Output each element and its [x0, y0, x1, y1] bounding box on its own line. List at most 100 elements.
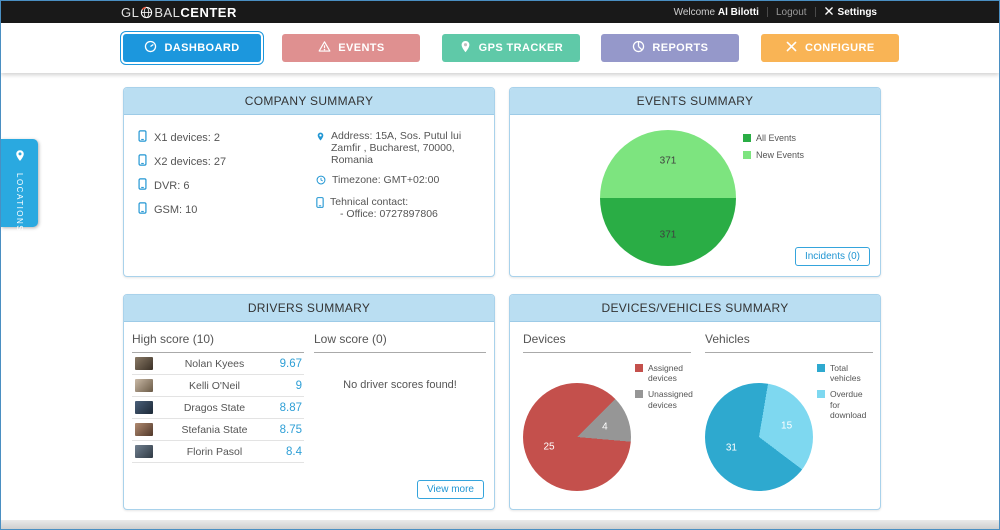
- view-more-button[interactable]: View more: [416, 480, 484, 499]
- globe-icon: [140, 6, 153, 19]
- high-score-header: High score (10): [132, 332, 304, 353]
- drivers-summary-panel: DRIVERS SUMMARY High score (10) Nolan Ky…: [123, 294, 495, 510]
- events-pie-chart: 371 371: [600, 130, 736, 266]
- pie-slice-value: 15: [781, 420, 793, 432]
- dashboard-grid: COMPANY SUMMARY X1 devices: 2 X2 devices…: [123, 87, 881, 510]
- incidents-button[interactable]: Incidents (0): [794, 247, 870, 266]
- company-contact: Tehnical contact: - Office: 0727897806: [316, 196, 486, 220]
- driver-row: Dragos State 8.87: [132, 397, 304, 419]
- reports-icon: [632, 40, 645, 56]
- divider: [766, 7, 768, 17]
- legend-item: Assigned devices: [635, 363, 691, 383]
- vehicles-header: Vehicles: [705, 332, 873, 353]
- tab-label: CONFIGURE: [805, 42, 875, 54]
- tab-gps-tracker[interactable]: GPS TRACKER: [441, 34, 580, 62]
- legend-swatch: [635, 390, 643, 399]
- no-scores-message: No driver scores found!: [343, 379, 457, 391]
- pie-slice-value: 4: [602, 421, 608, 433]
- device-icon: [138, 154, 147, 169]
- pie-slice-value: 371: [659, 229, 677, 241]
- vehicles-column: Vehicles 31 15 Total vehicles: [705, 332, 873, 491]
- driver-avatar: [135, 357, 153, 370]
- legend-swatch: [635, 364, 643, 372]
- driver-score: 8.75: [279, 423, 302, 436]
- driver-row: Stefania State 8.75: [132, 419, 304, 441]
- dashboard-icon: [144, 40, 157, 56]
- tab-dashboard[interactable]: DASHBOARD: [120, 31, 264, 65]
- device-icon: [138, 202, 147, 217]
- pie-slice-value: 25: [543, 441, 555, 453]
- legend-swatch: [742, 134, 751, 142]
- legend-item: Unassigned devices: [635, 389, 693, 410]
- panel-title: DRIVERS SUMMARY: [124, 295, 494, 322]
- clock-icon: [316, 174, 326, 188]
- topbar: GL BAL CENTER Welcome Al Bilotti Logout …: [1, 1, 999, 23]
- low-score-column: Low score (0) No driver scores found!: [314, 332, 486, 463]
- list-item: GSM: 10: [138, 202, 226, 217]
- locations-side-tab[interactable]: LOCATIONS: [1, 139, 38, 232]
- tab-reports[interactable]: REPORTS: [601, 34, 740, 62]
- legend-item: New Events: [742, 150, 804, 161]
- tab-label: GPS TRACKER: [478, 42, 564, 54]
- topbar-right: Welcome Al Bilotti Logout Settings: [674, 6, 877, 19]
- vehicles-pie-chart: 31 15: [705, 383, 813, 491]
- legend-swatch: [817, 364, 825, 372]
- logout-link[interactable]: Logout: [775, 6, 807, 18]
- driver-score: 8.4: [286, 445, 302, 458]
- events-legend: All Events New Events: [742, 133, 804, 167]
- locations-label: LOCATIONS: [15, 173, 24, 233]
- phone-icon: [316, 196, 324, 211]
- driver-avatar: [135, 401, 153, 414]
- driver-score: 9.67: [279, 357, 302, 370]
- address-pin-icon: [316, 130, 325, 145]
- warning-icon: [318, 40, 331, 56]
- logo-text-center: CENTER: [180, 4, 237, 20]
- low-score-header: Low score (0): [314, 332, 486, 353]
- driver-avatar: [135, 445, 153, 458]
- settings-button[interactable]: Settings: [824, 6, 877, 19]
- divider: [814, 7, 816, 17]
- device-icon: [138, 178, 147, 193]
- driver-avatar: [135, 423, 153, 436]
- device-icon: [138, 130, 147, 145]
- tab-label: EVENTS: [338, 42, 385, 54]
- pie-slice-value: 31: [725, 442, 737, 454]
- driver-name: Nolan Kyees: [184, 357, 245, 370]
- legend-swatch: [742, 150, 751, 159]
- logo-text-bal: BAL: [154, 4, 181, 20]
- company-info: Address: 15A, Sos. Putul lui Zamfir , Bu…: [316, 130, 486, 228]
- logo: GL BAL CENTER: [121, 5, 237, 20]
- welcome-text: Welcome Al Bilotti: [673, 6, 759, 18]
- list-item: X2 devices: 27: [138, 154, 226, 169]
- tab-events[interactable]: EVENTS: [282, 34, 421, 62]
- devices-column: Devices 25 4 Assigned devices: [523, 332, 693, 491]
- legend-item: Overdue for download: [817, 389, 873, 420]
- panel-title: DEVICES/VEHICLES SUMMARY: [510, 295, 880, 322]
- company-address: Address: 15A, Sos. Putul lui Zamfir , Bu…: [316, 130, 486, 166]
- tab-label: REPORTS: [652, 42, 709, 54]
- map-pin-icon: [459, 40, 472, 56]
- tab-label: DASHBOARD: [164, 42, 240, 54]
- nav-bar: DASHBOARD EVENTS GPS TRACKER REPORTS CON…: [1, 23, 999, 73]
- events-summary-panel: EVENTS SUMMARY All Events New Events 371…: [509, 87, 881, 277]
- devices-vehicles-panel: DEVICES/VEHICLES SUMMARY Devices 25 4: [509, 294, 881, 510]
- company-timezone: Timezone: GMT+02:00: [316, 174, 486, 188]
- legend-item: Total vehicles: [817, 363, 873, 383]
- company-summary-panel: COMPANY SUMMARY X1 devices: 2 X2 devices…: [123, 87, 495, 277]
- driver-avatar: [135, 379, 153, 392]
- vehicles-legend: Total vehicles Overdue for download: [817, 363, 873, 426]
- list-item: X1 devices: 2: [138, 130, 226, 145]
- list-item: DVR: 6: [138, 178, 226, 193]
- panel-title: COMPANY SUMMARY: [124, 88, 494, 115]
- tab-configure[interactable]: CONFIGURE: [760, 34, 899, 62]
- username: Al Bilotti: [717, 6, 759, 18]
- driver-name: Kelli O'Neil: [188, 379, 241, 392]
- driver-score: 8.87: [279, 401, 302, 414]
- pie-slice-value: 371: [659, 155, 677, 167]
- device-counts-list: X1 devices: 2 X2 devices: 27 DVR: 6 GSM:…: [138, 130, 226, 226]
- driver-name: Dragos State: [183, 401, 246, 414]
- driver-score: 9: [295, 379, 302, 392]
- high-score-column: High score (10) Nolan Kyees 9.67 Kelli O…: [132, 332, 304, 463]
- footer: [1, 520, 999, 529]
